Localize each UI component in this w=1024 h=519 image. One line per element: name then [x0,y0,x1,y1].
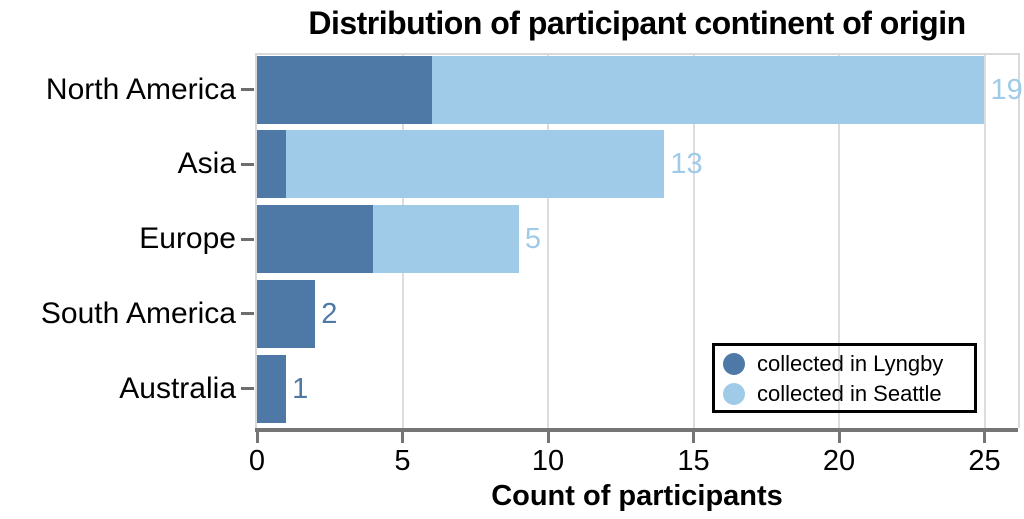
y-tick-0 [241,88,254,91]
x-tick-25 [983,431,986,443]
y-tick-3 [241,312,254,316]
x-tick-label-25: 25 [968,445,1001,477]
y-tick-4 [241,387,254,391]
bar-value-label: 2 [321,297,338,330]
bar-segment-lyngby-1 [257,130,287,199]
bar-segment-seattle-0 [431,55,985,124]
bar-value-label: 13 [670,148,703,181]
y-category-label-1: Asia [177,147,236,181]
bar-segment-seattle-2 [373,205,519,274]
plot-border [255,53,1020,428]
x-tick-0 [255,431,259,443]
y-category-label-4: Australia [119,371,236,405]
x-tick-label-15: 15 [677,445,710,477]
legend-swatch-circle-icon [723,353,745,375]
x-axis-title: Count of participants [491,480,783,512]
bar-value-label: 5 [524,223,542,256]
bar-segment-seattle-1 [286,130,665,199]
legend-row-1: collected in Seattle [723,379,974,409]
gridline-25 [983,55,986,428]
gridline-20 [838,55,840,428]
legend: collected in Lyngby collected in Seattle [712,343,977,413]
x-axis-line [255,428,1018,432]
y-tick-2 [241,237,254,241]
x-tick-15 [692,431,695,443]
bar-value-label: 19 [990,73,1023,106]
bar-value-label: 1 [292,372,309,405]
x-tick-5 [401,431,404,443]
x-tick-20 [837,431,841,443]
legend-swatch-circle-icon [723,383,745,405]
y-category-label-0: North America [45,72,236,106]
bar-segment-lyngby-2 [257,205,374,274]
x-tick-10 [546,431,550,443]
bar-segment-lyngby-4 [257,354,287,423]
bar-segment-lyngby-0 [257,55,432,124]
x-tick-label-20: 20 [822,445,856,477]
x-tick-label-10: 10 [531,445,565,477]
y-tick-1 [241,162,254,166]
legend-label: collected in Seattle [757,381,942,406]
legend-label: collected in Lyngby [757,351,944,376]
y-category-label-3: South America [40,296,236,330]
legend-row-0: collected in Lyngby [723,349,974,379]
gridline-15 [692,55,695,428]
bar-segment-lyngby-3 [257,279,316,348]
chart-title: Distribution of participant continent of… [308,5,966,41]
x-tick-label-5: 5 [394,445,411,477]
gridline-10 [547,55,549,428]
y-category-label-2: Europe [139,222,236,256]
x-tick-label-0: 0 [248,445,266,477]
